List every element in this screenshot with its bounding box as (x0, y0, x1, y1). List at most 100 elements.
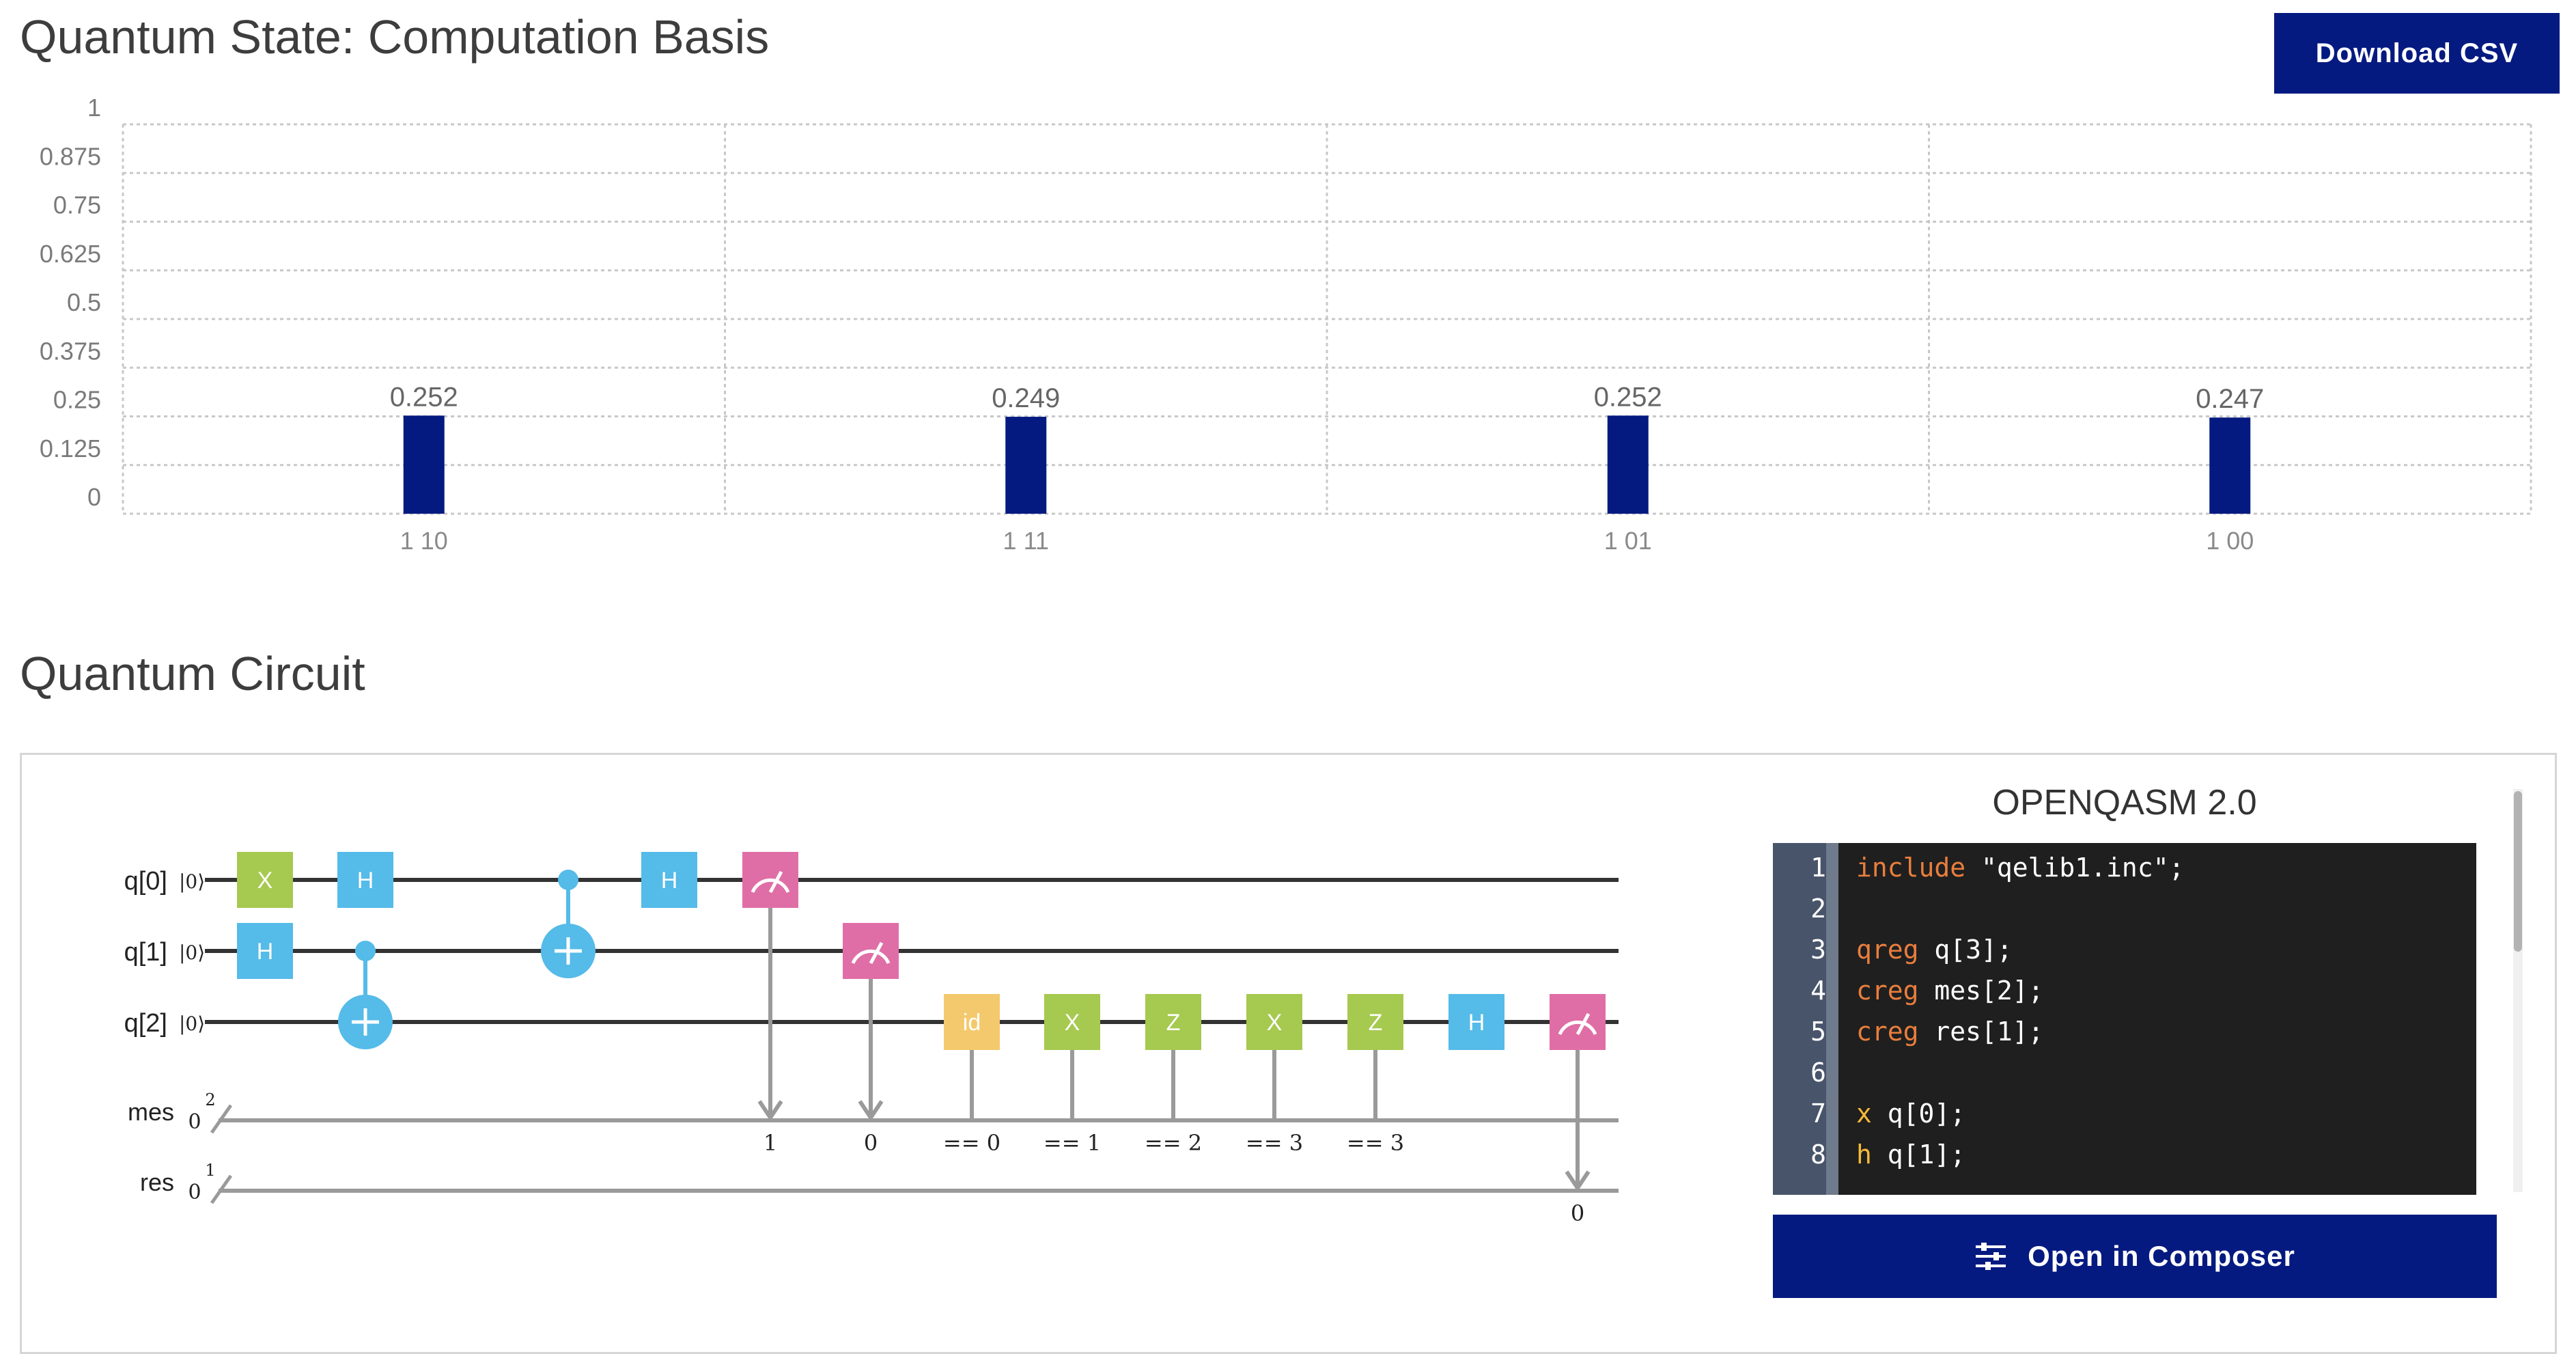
code-text: creg mes[2]; (1856, 970, 2044, 1011)
code-keyword: creg (1856, 976, 1919, 1006)
code-line[interactable]: 1 include "qelib1.inc"; (1773, 847, 2476, 888)
meter-needle-icon (768, 870, 783, 894)
qubit-init-label: |0⟩ (179, 1012, 205, 1035)
arrow-down-icon (757, 1100, 783, 1122)
z-gate-label: Z (1166, 1010, 1181, 1036)
code-line[interactable]: 4 creg mes[2]; (1773, 970, 2476, 1011)
x-gate[interactable] (237, 852, 293, 908)
creg-size-label: 2 (205, 1090, 215, 1109)
bus-slash-icon (210, 1104, 233, 1134)
x-gate-label: X (1065, 1010, 1080, 1036)
creg-init-label: 0 (188, 1110, 201, 1134)
bar-value-label: 0.247 (2196, 384, 2264, 414)
id-gate-label: id (963, 1010, 981, 1036)
bar-value-label: 0.252 (390, 382, 458, 412)
editor-scroll-thumb[interactable] (2514, 791, 2522, 952)
condition-label: == 3 (1246, 1130, 1303, 1156)
code-text: include "qelib1.inc"; (1856, 847, 2184, 888)
download-csv-button[interactable]: Download CSV (2274, 13, 2560, 94)
h-gate-label: H (661, 868, 678, 894)
measure-bit-label: 0 (1571, 1200, 1584, 1226)
qubit-label: q[1] (124, 938, 167, 967)
h-gate[interactable] (337, 852, 393, 908)
y-tick-label: 0 (87, 483, 101, 511)
sliders-icon (1976, 1243, 2006, 1270)
editor-gutter (1773, 843, 1838, 1195)
bar[interactable] (403, 415, 445, 514)
y-tick-label: 0.125 (40, 434, 101, 462)
creg-size-label: 1 (205, 1161, 215, 1180)
code-keyword: qreg (1856, 935, 1919, 965)
line-number: 5 (1810, 1017, 1826, 1047)
x-tick-label: 1 11 (1003, 527, 1049, 555)
z-gate[interactable] (1145, 994, 1201, 1050)
bus-slash-icon (210, 1174, 233, 1204)
z-gate-label: Z (1369, 1010, 1383, 1036)
qubit-init-label: |0⟩ (179, 941, 205, 964)
y-tick-label: 0.5 (67, 288, 101, 316)
code-line[interactable]: 3 qreg q[3]; (1773, 929, 2476, 970)
cnot-gate-control-dot[interactable] (355, 941, 376, 961)
meter-needle-icon (869, 941, 884, 965)
arrow-down-icon (1565, 1170, 1591, 1192)
line-number: 1 (1810, 853, 1826, 883)
code-rest: q[1]; (1871, 1139, 1966, 1170)
creg-init-label: 0 (188, 1180, 201, 1204)
code-keyword: include (1856, 853, 1966, 883)
h-gate[interactable] (237, 923, 293, 979)
id-gate[interactable] (944, 994, 1000, 1050)
code-editor[interactable]: 1 include "qelib1.inc"; 2 3 qreg q[3]; 4 creg … (1773, 843, 2476, 1195)
code-text: x q[0]; (1856, 1093, 1965, 1134)
x-gate-label: X (1267, 1010, 1283, 1036)
y-tick-label: 1 (87, 96, 101, 122)
h-gate[interactable] (1448, 994, 1504, 1050)
x-gate[interactable] (1044, 994, 1100, 1050)
code-line[interactable]: 6 (1773, 1052, 2476, 1093)
bar-value-label: 0.252 (1594, 382, 1662, 412)
open-in-composer-label: Open in Composer (2028, 1240, 2295, 1272)
circuit-section-title: Quantum Circuit (20, 647, 365, 700)
meter-icon (851, 949, 891, 965)
condition-label: == 1 (1044, 1130, 1101, 1156)
x-tick-label: 1 10 (400, 527, 448, 555)
creg-label: res (140, 1168, 174, 1196)
code-keyword: creg (1856, 1017, 1919, 1047)
bar-value-label: 0.249 (992, 383, 1060, 413)
z-gate[interactable] (1347, 994, 1403, 1050)
code-rest: q[3]; (1918, 935, 2013, 965)
bar[interactable] (1005, 417, 1047, 514)
bar[interactable] (2209, 417, 2251, 514)
qubit-label: q[2] (124, 1009, 167, 1038)
code-rest: "qelib1.inc"; (1965, 853, 2185, 883)
measure-bit-label: 1 (764, 1130, 777, 1156)
measure-bit-label: 0 (864, 1130, 878, 1156)
condition-label: == 0 (943, 1130, 1000, 1156)
qubit-label: q[0] (124, 867, 167, 896)
code-line[interactable]: 2 (1773, 888, 2476, 929)
h-gate[interactable] (641, 852, 697, 908)
code-keyword: x (1856, 1099, 1872, 1129)
code-text: qreg q[3]; (1856, 929, 2013, 970)
y-tick-label: 0.875 (40, 142, 101, 170)
code-rest: mes[2]; (1918, 976, 2044, 1006)
code-rest: res[1]; (1918, 1017, 2044, 1047)
x-gate-label: X (257, 868, 273, 894)
h-gate-label: H (257, 939, 274, 965)
line-number: 2 (1810, 894, 1826, 924)
cnot-gate-control-dot[interactable] (558, 870, 578, 890)
qubit-init-label: |0⟩ (179, 870, 205, 893)
code-text: creg res[1]; (1856, 1011, 2044, 1052)
bar[interactable] (1607, 415, 1649, 514)
h-gate-label: H (357, 868, 374, 894)
line-number: 6 (1810, 1058, 1826, 1088)
y-tick-label: 0.75 (53, 191, 101, 219)
code-keyword: h (1856, 1139, 1872, 1170)
x-gate[interactable] (1246, 994, 1302, 1050)
open-in-composer-button[interactable]: Open in Composer (1773, 1215, 2497, 1298)
code-line[interactable]: 5 creg res[1]; (1773, 1011, 2476, 1052)
condition-label: == 2 (1145, 1130, 1202, 1156)
x-tick-label: 1 01 (1604, 527, 1652, 555)
